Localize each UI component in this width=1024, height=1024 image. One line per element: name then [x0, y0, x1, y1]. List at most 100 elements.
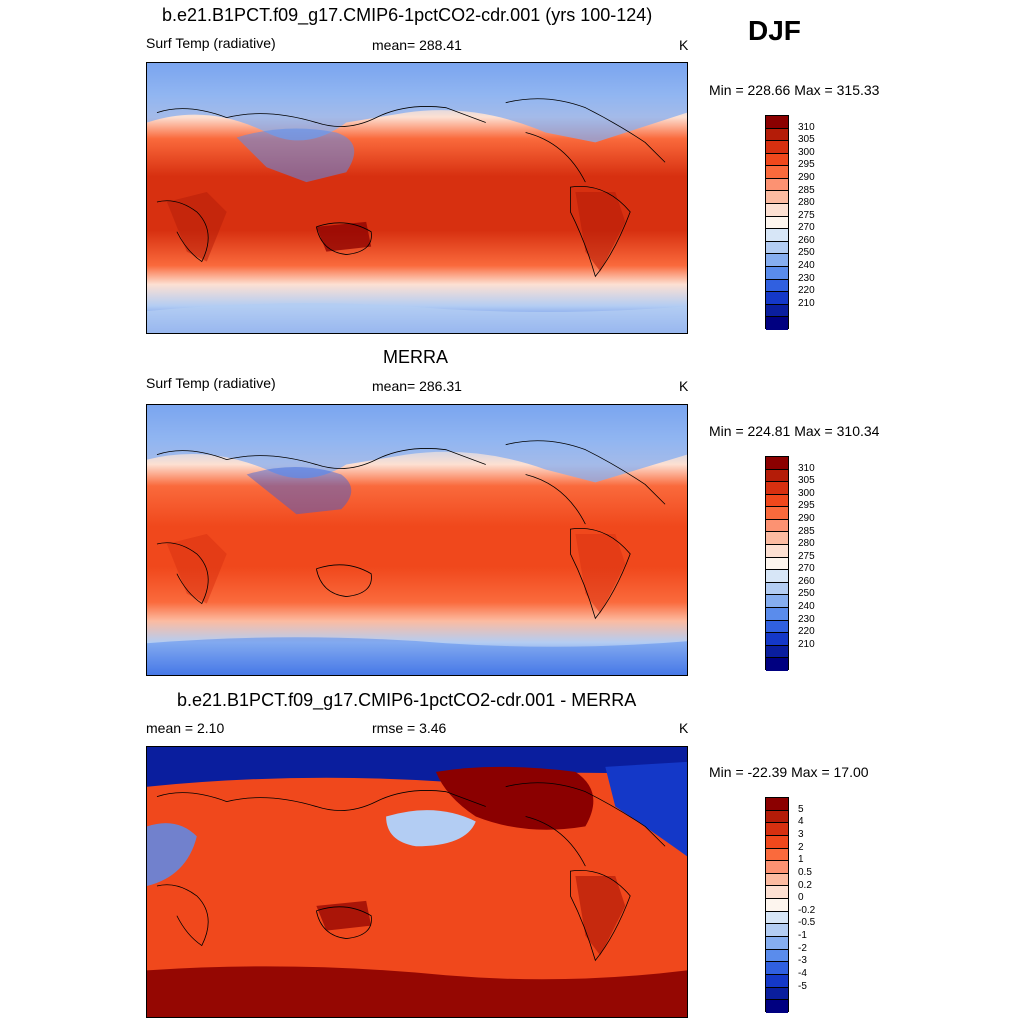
panel1-variable-label: Surf Temp (radiative)	[146, 35, 276, 51]
colorbar-cell	[766, 949, 788, 963]
colorbar-tick-label: 220	[798, 285, 815, 297]
colorbar-tick-label: 275	[798, 209, 815, 221]
panel2-mean-label: mean= 286.31	[372, 378, 462, 394]
colorbar-tick-label: -0.2	[798, 904, 816, 916]
colorbar-tick-label: 0	[798, 892, 804, 904]
colorbar-tick-label: 280	[798, 538, 815, 550]
panel2-map	[146, 404, 688, 676]
colorbar-tick-label: -4	[798, 968, 807, 980]
colorbar-cell	[766, 570, 788, 583]
panel3-map	[146, 746, 688, 1018]
panel2-coastlines	[156, 440, 666, 620]
colorbar-tick-label: 240	[798, 260, 815, 272]
colorbar-tick-label: -0.5	[798, 917, 816, 929]
panel3-units: K	[679, 720, 689, 736]
panel2-units: K	[679, 378, 689, 394]
colorbar-cell	[766, 873, 788, 887]
panel1-title: b.e21.B1PCT.f09_g17.CMIP6-1pctCO2-cdr.00…	[162, 5, 653, 25]
colorbar-tick-label: 230	[798, 613, 815, 625]
colorbar-cell	[766, 861, 788, 874]
colorbar-cell	[766, 924, 788, 938]
colorbar-tick-label: 275	[798, 550, 815, 562]
panel2-map-svg	[147, 405, 687, 675]
colorbar-tick-label: 310	[798, 121, 815, 133]
colorbar-tick-label: 300	[798, 487, 815, 499]
colorbar-cell	[766, 658, 788, 671]
colorbar-tick-label: 260	[798, 234, 815, 246]
colorbar-cell	[766, 633, 788, 646]
panel3-rmse-label: rmse = 3.46	[372, 720, 447, 736]
colorbar-cell	[766, 229, 788, 242]
colorbar-cell	[766, 835, 788, 849]
panel1-units: K	[679, 37, 689, 53]
colorbar-cell	[766, 937, 788, 950]
colorbar-tick-label: 305	[798, 134, 815, 146]
panel1-map-svg	[147, 63, 687, 333]
colorbar-cell	[766, 216, 788, 230]
colorbar-cell	[766, 304, 788, 318]
colorbar-cell	[766, 178, 788, 192]
colorbar-cell	[766, 153, 788, 167]
colorbar-tick-label: 0.2	[798, 879, 812, 891]
colorbar-cell	[766, 191, 788, 205]
colorbar-tick-label: 310	[798, 462, 815, 474]
colorbar-tick-label: 270	[798, 563, 815, 575]
panel1-colorbar	[765, 115, 789, 330]
colorbar-tick-label: 250	[798, 247, 815, 259]
colorbar-cell	[766, 557, 788, 571]
colorbar-cell	[766, 116, 788, 129]
colorbar-tick-label: 4	[798, 816, 804, 828]
colorbar-cell	[766, 141, 788, 154]
colorbar-cell	[766, 962, 788, 975]
colorbar-tick-label: 1	[798, 854, 804, 866]
colorbar-tick-label: 295	[798, 159, 815, 171]
colorbar-cell	[766, 279, 788, 293]
colorbar-cell	[766, 469, 788, 483]
colorbar-tick-label: 250	[798, 588, 815, 600]
colorbar-cell	[766, 317, 788, 330]
colorbar-tick-label: 0.5	[798, 866, 812, 878]
panel3-mean-label: mean = 2.10	[146, 720, 225, 736]
colorbar-tick-label: 285	[798, 184, 815, 196]
panel1-map	[146, 62, 688, 334]
colorbar-tick-label: 260	[798, 575, 815, 587]
panel3-minmax: Min = -22.39 Max = 17.00	[709, 764, 869, 780]
colorbar-tick-label: 270	[798, 222, 815, 234]
colorbar-tick-label: 2	[798, 841, 804, 853]
colorbar-tick-label: 5	[798, 803, 804, 815]
colorbar-cell	[766, 582, 788, 596]
colorbar-cell	[766, 292, 788, 305]
panel2-variable-label: Surf Temp (radiative)	[146, 375, 276, 391]
colorbar-tick-label: 220	[798, 626, 815, 638]
panel2-colorbar	[765, 456, 789, 671]
colorbar-tick-label: 230	[798, 272, 815, 284]
colorbar-cell	[766, 911, 788, 925]
colorbar-cell	[766, 128, 788, 142]
colorbar-cell	[766, 620, 788, 634]
colorbar-cell	[766, 974, 788, 988]
colorbar-cell	[766, 823, 788, 836]
colorbar-cell	[766, 886, 788, 900]
colorbar-tick-label: -1	[798, 930, 807, 942]
colorbar-cell	[766, 1000, 788, 1013]
colorbar-cell	[766, 810, 788, 824]
colorbar-tick-label: 210	[798, 297, 815, 309]
colorbar-cell	[766, 494, 788, 508]
colorbar-tick-label: 290	[798, 512, 815, 524]
colorbar-cell	[766, 507, 788, 520]
colorbar-tick-label: -3	[798, 955, 807, 967]
panel1-coastlines	[156, 98, 666, 278]
colorbar-tick-label: 3	[798, 828, 804, 840]
colorbar-cell	[766, 266, 788, 280]
colorbar-tick-label: 285	[798, 525, 815, 537]
panel3-title: b.e21.B1PCT.f09_g17.CMIP6-1pctCO2-cdr.00…	[177, 690, 637, 710]
colorbar-cell	[766, 848, 788, 862]
panel1-mean-label: mean= 288.41	[372, 37, 462, 53]
colorbar-cell	[766, 254, 788, 267]
colorbar-cell	[766, 457, 788, 470]
colorbar-tick-label: 295	[798, 500, 815, 512]
panel3-coastlines	[156, 782, 666, 962]
colorbar-cell	[766, 798, 788, 811]
panel3-map-svg	[147, 747, 687, 1017]
colorbar-cell	[766, 987, 788, 1001]
